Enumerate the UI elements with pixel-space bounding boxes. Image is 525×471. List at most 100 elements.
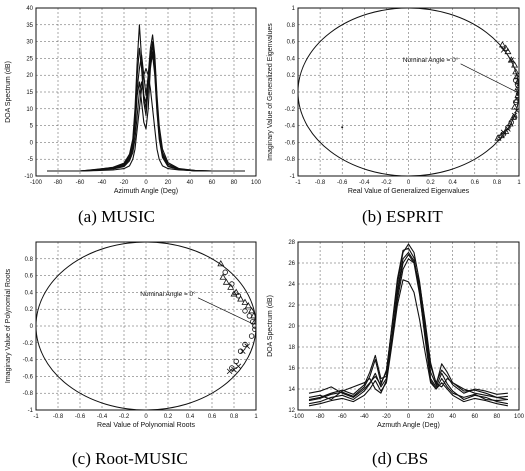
cross-marker: [514, 107, 519, 114]
circle-marker: [248, 333, 255, 339]
x-tick-label: -20: [382, 414, 391, 420]
circle-marker: [515, 82, 519, 88]
cross-marker: [500, 47, 507, 53]
series-line: [47, 67, 245, 172]
y-tick-label: 20: [26, 73, 33, 79]
y-tick-label: 10: [26, 107, 33, 113]
circle-marker: [515, 94, 519, 100]
y-tick-label: -1: [28, 408, 34, 414]
triangle-marker: [241, 298, 249, 305]
triangle-marker: [498, 41, 506, 48]
y-tick-label: 26: [288, 261, 295, 267]
y-tick-label: -0.4: [23, 358, 34, 364]
x-tick-label: 40: [187, 180, 194, 186]
x-tick-label: 1: [254, 414, 258, 420]
x-tick-label: 0.8: [230, 414, 239, 420]
gridlines: [297, 7, 520, 177]
y-tick-label: -0.4: [285, 124, 296, 130]
y-tick-label: -0.2: [285, 107, 296, 113]
x-tick-label: 60: [471, 414, 478, 420]
x-tick-label: -0.2: [119, 414, 130, 420]
x-axis-label: Real Value of Generalized Eigenvalues: [348, 188, 470, 195]
y-tick-label: 40: [26, 6, 33, 12]
x-tick-label: -0.8: [315, 180, 326, 186]
x-tick-label: -0.2: [381, 180, 392, 186]
x-tick-label: 0: [407, 414, 411, 420]
x-tick-label: 100: [514, 414, 525, 420]
plot-frame: [35, 7, 257, 177]
x-tick-label: 80: [494, 414, 501, 420]
circle-marker: [508, 119, 514, 125]
cross-marker: [244, 343, 250, 349]
panel-root-music: -1 -0.8 -0.6 -0.4 -0.2 0 0.2 0.4 0.6 0.8 1 -1 -0.8 -0…: [0, 234, 262, 444]
x-tick-label: 0.6: [471, 180, 480, 186]
x-tick-label: 0.2: [164, 414, 173, 420]
circle-marker: [512, 77, 519, 83]
y-tick-label: -0.6: [285, 140, 296, 146]
circle-marker: [252, 323, 256, 329]
x-tick-label: -0.6: [75, 414, 86, 420]
triangle-marker: [219, 273, 227, 280]
x-tick-label: -0.6: [337, 180, 348, 186]
panel-cbs: -100 -80 -60 -40 -20 0 20 40 60 80 100 12 14 16 18 20 22…: [262, 234, 525, 444]
x-tick-label: 0.4: [186, 414, 195, 420]
caption-cbs: (d) CBS: [372, 449, 429, 468]
y-tick-label: 28: [288, 240, 295, 246]
y-axis-label: DOA Spectrum (dB): [5, 61, 12, 123]
y-tick-label: 0: [292, 90, 296, 96]
circle-marker: [229, 365, 235, 371]
nominal-angle-annotation: Nominal Angle = 0°: [140, 290, 196, 298]
circle-marker: [235, 293, 242, 299]
caption-music: (a) MUSIC: [78, 207, 155, 226]
caption-esprit: (b) ESPRIT: [362, 207, 443, 226]
series-line: [308, 243, 508, 398]
plot-frame: [297, 7, 520, 177]
circle-marker: [246, 313, 253, 319]
cross-marker: [240, 348, 246, 354]
y-tick-label: 0: [30, 324, 34, 330]
series-group: [308, 243, 509, 407]
y-tick-label: 16: [288, 366, 295, 372]
x-tick-label: 40: [449, 414, 456, 420]
annotation-arrow: [197, 297, 254, 325]
x-tick-label: 0.6: [208, 414, 217, 420]
x-axis-label: Azmuth Angle (Deg): [377, 422, 440, 429]
y-axis-label: Imaginary Value of Polynomial Roots: [5, 268, 12, 383]
annotation-arrow: [460, 63, 517, 93]
x-tick-label: 0: [144, 414, 148, 420]
x-tick-label: -40: [98, 180, 107, 186]
circle-marker: [500, 131, 507, 137]
triangle-marker: [514, 78, 519, 85]
circle-marker: [252, 326, 256, 333]
y-tick-label: 0.4: [25, 290, 34, 296]
y-tick-label: 24: [288, 282, 295, 288]
gridlines: [297, 241, 520, 411]
y-tick-label: 25: [26, 56, 33, 62]
y-tick-label: 0.2: [287, 73, 296, 79]
y-tick-label: -0.2: [23, 341, 34, 347]
x-tick-label: 0: [407, 180, 411, 186]
cross-marker: [505, 126, 511, 132]
panel-esprit: -1 -0.8 -0.6 -0.4 -0.2 0 0.2 0.4 0.6 0.8 1 -1 -0.8 -0…: [262, 0, 525, 210]
x-tick-label: 60: [209, 180, 216, 186]
y-tick-label: 20: [288, 324, 295, 330]
plot-frame: [35, 241, 257, 411]
point-marker: [341, 126, 344, 129]
series-line: [308, 251, 509, 401]
series-line: [47, 34, 245, 172]
triangle-marker: [513, 73, 519, 80]
y-tick-label: 5: [30, 124, 34, 130]
plot-frame: [297, 241, 520, 411]
circle-marker: [512, 99, 519, 105]
y-tick-label: 1: [292, 6, 296, 12]
series-line: [308, 258, 508, 401]
triangle-marker: [512, 68, 519, 75]
circle-marker: [242, 308, 248, 314]
x-tick-label: -0.4: [359, 180, 370, 186]
triangle-marker: [511, 103, 519, 110]
y-tick-label: 22: [288, 303, 295, 309]
y-tick-label: 35: [26, 23, 33, 29]
x-tick-label: -1: [33, 414, 39, 420]
series-line: [308, 279, 509, 407]
triangle-marker: [227, 283, 235, 290]
